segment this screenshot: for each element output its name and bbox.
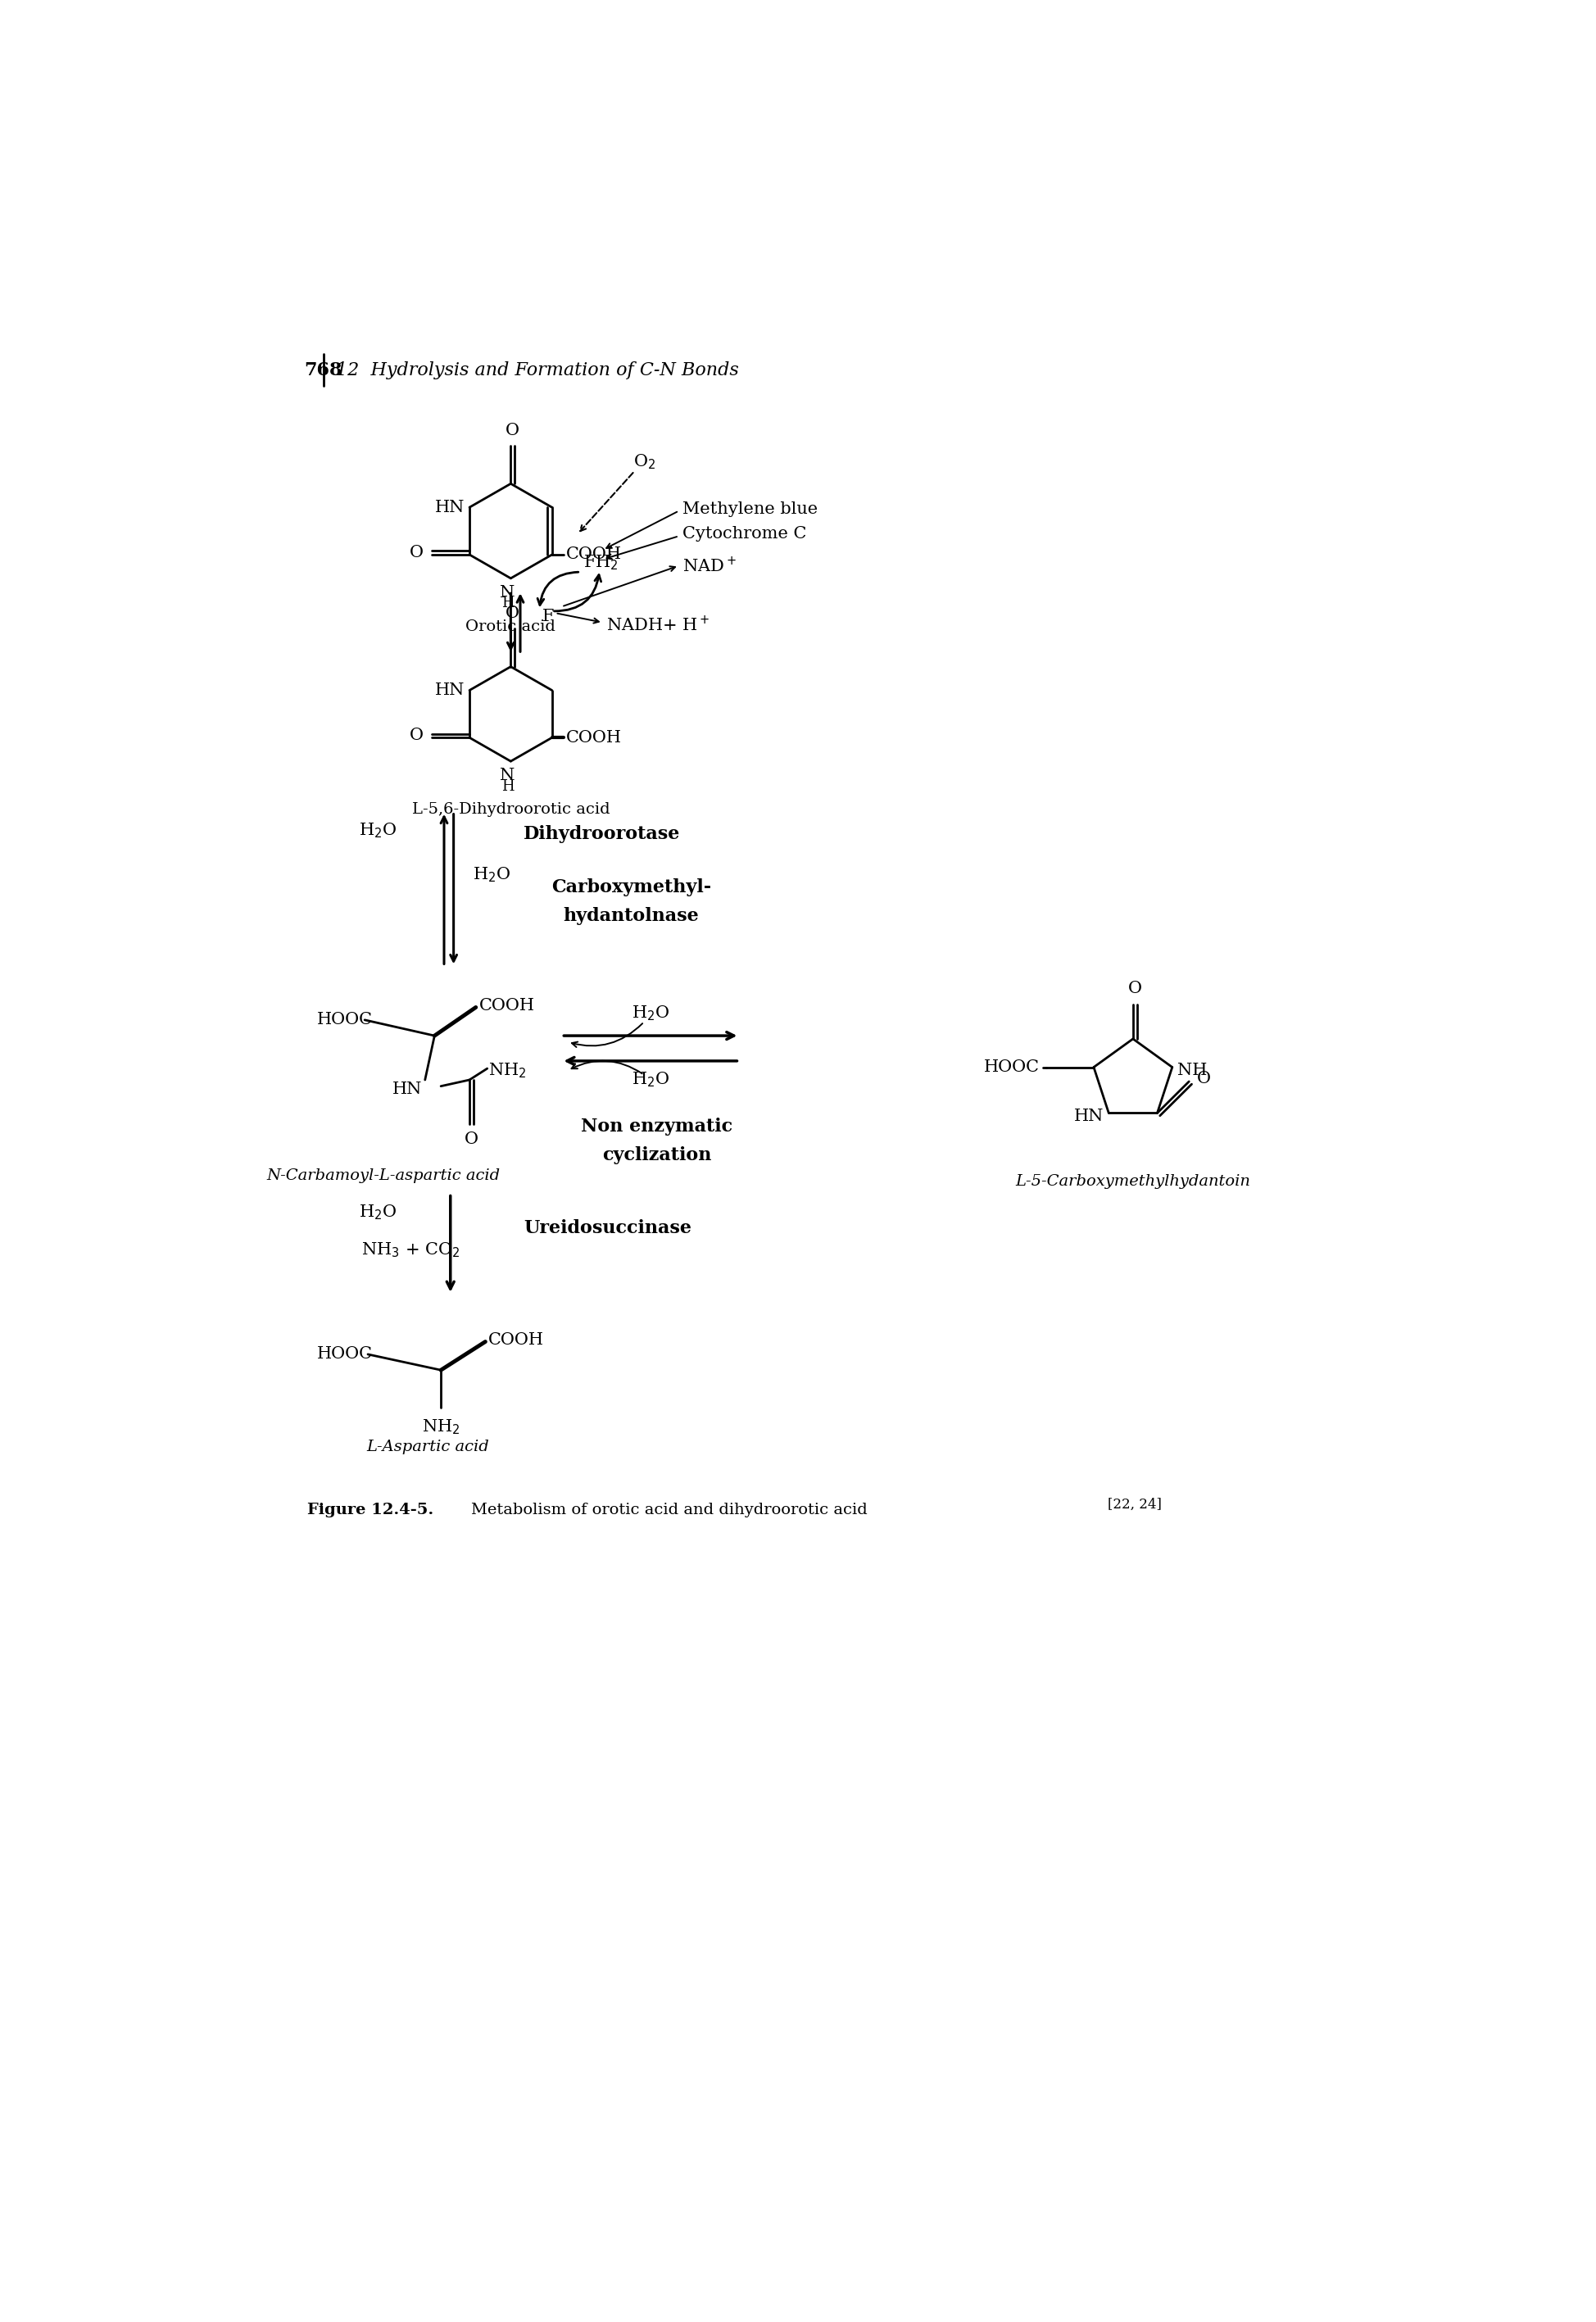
Text: 12  Hydrolysis and Formation of C-N Bonds: 12 Hydrolysis and Formation of C-N Bonds (335, 362, 739, 378)
Text: N: N (500, 769, 516, 783)
Text: L-5,6-Dihydroorotic acid: L-5,6-Dihydroorotic acid (412, 803, 610, 817)
Text: O: O (410, 546, 423, 560)
Text: O: O (506, 423, 519, 439)
Text: Cytochrome C: Cytochrome C (681, 527, 806, 541)
Text: NH$_2$: NH$_2$ (421, 1416, 460, 1435)
Text: NAD$^+$: NAD$^+$ (681, 557, 736, 576)
Text: Dihydroorotase: Dihydroorotase (523, 824, 680, 843)
Text: O: O (1127, 980, 1141, 996)
Text: HOOC: HOOC (983, 1059, 1039, 1075)
Text: HN: HN (434, 499, 464, 515)
Text: H$_2$O: H$_2$O (359, 1203, 396, 1221)
Text: Orotic acid: Orotic acid (466, 620, 555, 634)
Text: HN: HN (434, 683, 464, 699)
Text: hydantolnase: hydantolnase (563, 908, 699, 924)
Text: Figure 12.4-5.: Figure 12.4-5. (308, 1502, 434, 1516)
Text: N: N (500, 585, 516, 599)
Text: HOOC: HOOC (318, 1347, 372, 1363)
Text: O: O (464, 1131, 479, 1147)
Text: N-Carbamoyl-L-aspartic acid: N-Carbamoyl-L-aspartic acid (267, 1168, 500, 1182)
Text: H$_2$O: H$_2$O (472, 866, 511, 885)
Text: COOH: COOH (565, 729, 621, 745)
Text: H$_2$O: H$_2$O (359, 822, 396, 841)
Text: NH: NH (1176, 1063, 1207, 1077)
Text: Metabolism of orotic acid and dihydroorotic acid: Metabolism of orotic acid and dihydrooro… (450, 1502, 867, 1516)
Text: NADH+ H$^+$: NADH+ H$^+$ (605, 615, 709, 634)
Text: COOH: COOH (565, 548, 621, 562)
Text: 768: 768 (305, 362, 342, 378)
Text: cyclization: cyclization (602, 1147, 712, 1163)
Text: O: O (1195, 1070, 1210, 1087)
Text: O: O (506, 606, 519, 622)
Text: F: F (543, 608, 554, 625)
Text: Methylene blue: Methylene blue (681, 502, 817, 518)
Text: NH$_2$: NH$_2$ (488, 1061, 527, 1080)
Text: O: O (410, 727, 423, 743)
Text: COOH: COOH (479, 998, 535, 1012)
Text: Carboxymethyl-: Carboxymethyl- (551, 878, 710, 896)
Text: H: H (501, 778, 514, 794)
Text: HOOC: HOOC (318, 1012, 372, 1029)
Text: Non enzymatic: Non enzymatic (581, 1117, 733, 1135)
Text: O$_2$: O$_2$ (632, 453, 654, 471)
Text: HN: HN (393, 1082, 421, 1098)
Text: FH$_2$: FH$_2$ (584, 553, 619, 571)
Text: H$_2$O: H$_2$O (630, 1070, 669, 1089)
Text: COOH: COOH (488, 1333, 544, 1347)
Text: HN: HN (1073, 1108, 1103, 1124)
Text: H: H (501, 597, 514, 611)
Text: L-5-Carboxymethylhydantoin: L-5-Carboxymethylhydantoin (1015, 1175, 1250, 1189)
Text: Ureidosuccinase: Ureidosuccinase (523, 1219, 691, 1238)
Text: NH$_3$ + CO$_2$: NH$_3$ + CO$_2$ (361, 1240, 460, 1259)
Text: H$_2$O: H$_2$O (630, 1005, 669, 1024)
Text: [22, 24]: [22, 24] (1108, 1498, 1160, 1512)
Text: L-Aspartic acid: L-Aspartic acid (367, 1440, 490, 1454)
